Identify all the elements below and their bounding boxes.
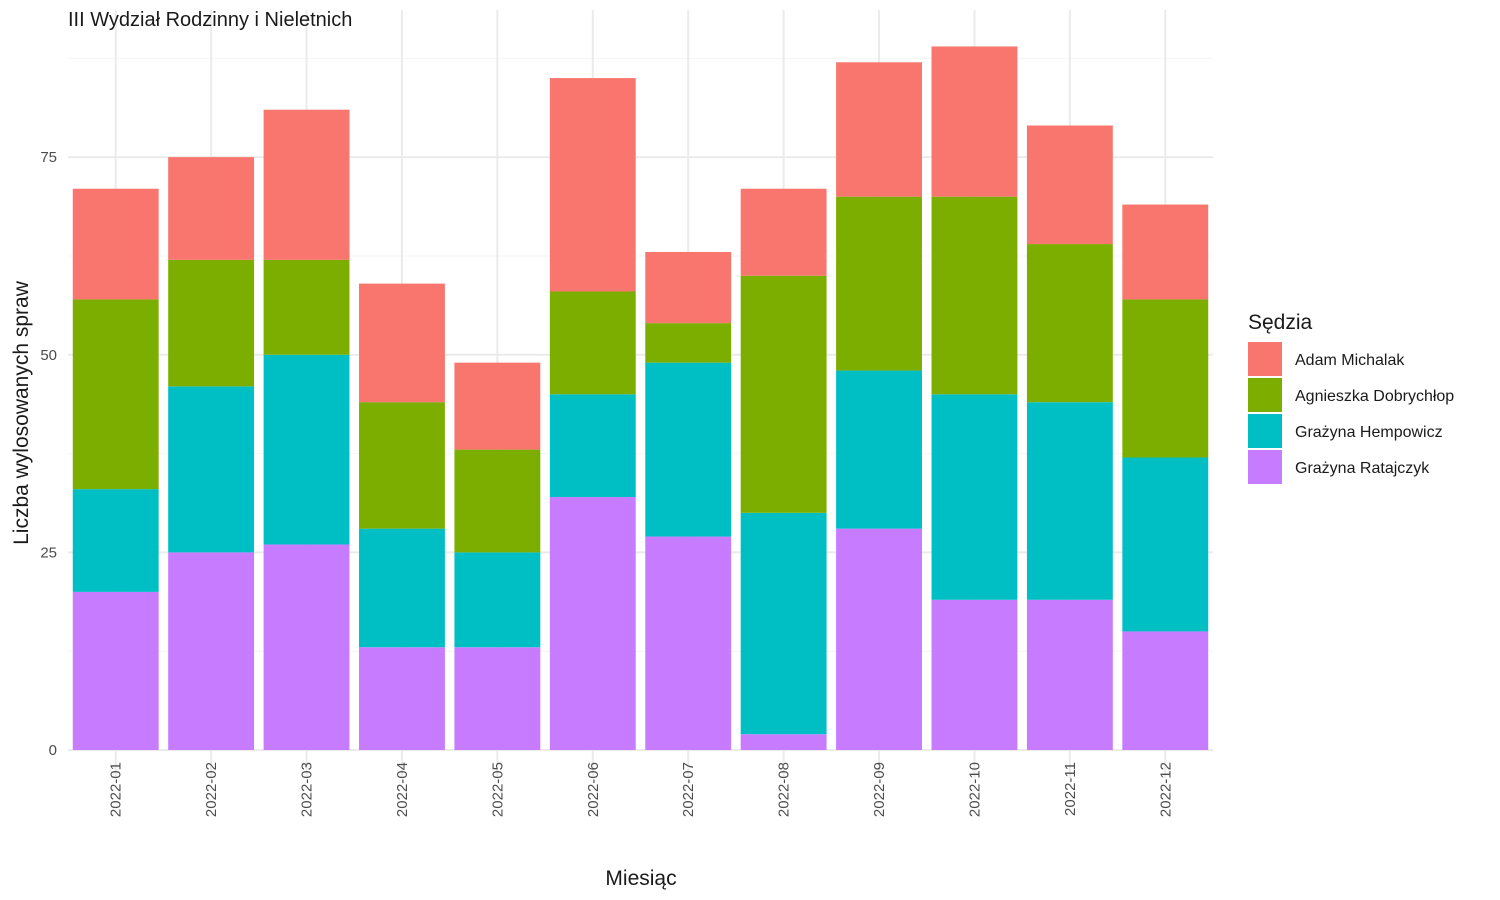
legend-label: Adam Michalak bbox=[1295, 352, 1405, 369]
bar-segment bbox=[645, 362, 732, 537]
legend-label: Grażyna Ratajczyk bbox=[1295, 460, 1430, 477]
legend-key bbox=[1248, 342, 1282, 376]
y-axis-title: Liczba wylosowanych spraw bbox=[10, 280, 33, 545]
bars bbox=[72, 46, 1209, 750]
legend-key bbox=[1248, 414, 1282, 448]
bar-segment bbox=[1026, 599, 1113, 750]
x-tick-label: 2022-09 bbox=[871, 762, 888, 817]
bar-segment bbox=[454, 647, 541, 750]
x-tick-label: 2022-11 bbox=[1062, 762, 1079, 816]
bar-segment bbox=[549, 394, 636, 498]
bar-segment bbox=[72, 299, 159, 490]
bar-segment bbox=[931, 196, 1018, 395]
bar-segment bbox=[168, 259, 255, 387]
x-tick-label: 2022-07 bbox=[680, 762, 697, 817]
x-tick-label: 2022-10 bbox=[966, 762, 983, 817]
bar-segment bbox=[454, 449, 541, 553]
bar-segment bbox=[549, 291, 636, 395]
bar-segment bbox=[359, 528, 445, 648]
bar-segment bbox=[740, 512, 827, 735]
x-tick-label: 2022-04 bbox=[394, 762, 411, 817]
bar-segment bbox=[72, 489, 159, 592]
bar-segment bbox=[740, 275, 827, 513]
bar-segment bbox=[1122, 631, 1209, 750]
y-tick-label: 75 bbox=[40, 149, 57, 166]
bar-segment bbox=[72, 188, 159, 300]
bar-segment bbox=[836, 196, 922, 371]
x-tick-label: 2022-12 bbox=[1157, 762, 1174, 817]
bar-segment bbox=[72, 591, 159, 750]
legend-key bbox=[1248, 450, 1282, 484]
bar-segment bbox=[836, 62, 922, 197]
bar-segment bbox=[645, 251, 732, 324]
x-tick-label: 2022-08 bbox=[776, 762, 793, 817]
bar-segment bbox=[836, 370, 922, 529]
bar-segment bbox=[931, 599, 1018, 750]
bar-segment bbox=[1122, 204, 1209, 300]
bar-segment bbox=[740, 188, 827, 276]
bar-segment bbox=[740, 734, 827, 750]
bar-segment bbox=[263, 544, 350, 750]
legend-label: Agnieszka Dobrychłop bbox=[1295, 388, 1454, 405]
y-axis-ticks: 0 25 50 75 bbox=[40, 149, 57, 759]
x-axis-ticks: 2022-01 2022-02 2022-03 2022-04 2022-05 2022-… bbox=[108, 762, 1175, 817]
legend: Sędzia Adam Michalak Agnieszka Dobrychłop… bbox=[1248, 311, 1454, 484]
legend-items: Adam Michalak Agnieszka Dobrychłop Grażyna… bbox=[1248, 342, 1454, 484]
bar-segment bbox=[931, 394, 1018, 600]
y-tick-label: 50 bbox=[40, 347, 57, 364]
x-tick-label: 2022-05 bbox=[489, 762, 506, 817]
bar-segment bbox=[263, 109, 350, 260]
y-tick-label: 0 bbox=[49, 742, 57, 759]
bar-segment bbox=[454, 552, 541, 648]
bar-segment bbox=[168, 386, 255, 553]
legend-title: Sędzia bbox=[1248, 311, 1313, 334]
bar-segment bbox=[263, 259, 350, 355]
bar-segment bbox=[359, 283, 445, 403]
x-tick-label: 2022-06 bbox=[585, 762, 602, 817]
bar-segment bbox=[1026, 244, 1113, 403]
bar-segment bbox=[168, 157, 255, 260]
y-tick-label: 25 bbox=[40, 544, 57, 561]
bar-segment bbox=[454, 362, 541, 450]
x-tick-label: 2022-01 bbox=[108, 762, 125, 817]
bar-segment bbox=[836, 528, 922, 750]
x-tick-label: 2022-03 bbox=[299, 762, 316, 817]
x-axis-title: Miesiąc bbox=[605, 867, 676, 890]
bar-segment bbox=[1026, 402, 1113, 600]
bar-segment bbox=[931, 46, 1018, 197]
bar-segment bbox=[359, 402, 445, 529]
bar-segment bbox=[359, 647, 445, 750]
chart-title: III Wydział Rodzinny i Nieletnich bbox=[68, 9, 352, 31]
bar-segment bbox=[549, 497, 636, 750]
x-tick-label: 2022-02 bbox=[203, 762, 220, 817]
bar-segment bbox=[168, 552, 255, 750]
bar-segment bbox=[1122, 457, 1209, 632]
bar-segment bbox=[645, 536, 732, 750]
bar-segment bbox=[1026, 125, 1113, 245]
bar-segment bbox=[263, 354, 350, 545]
bar-segment bbox=[549, 78, 636, 292]
legend-key bbox=[1248, 378, 1282, 412]
bar-segment bbox=[1122, 299, 1209, 458]
bar-segment bbox=[645, 323, 732, 363]
legend-label: Grażyna Hempowicz bbox=[1295, 424, 1443, 441]
